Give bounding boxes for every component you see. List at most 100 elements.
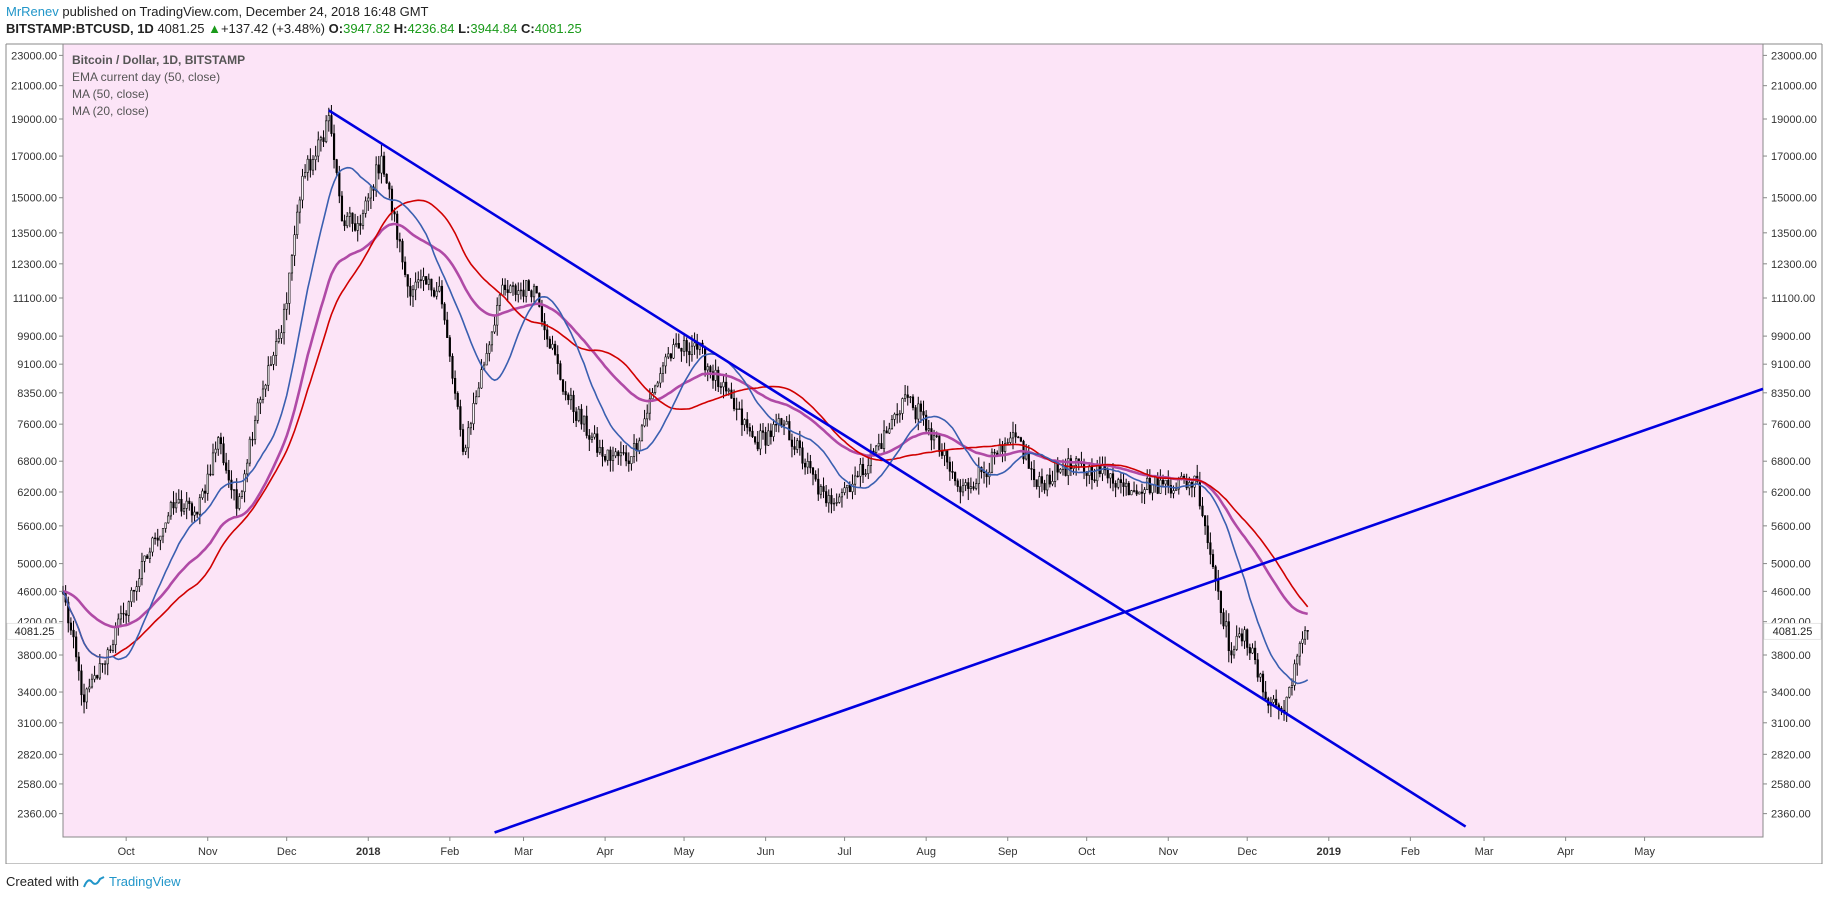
candle-body [530, 290, 533, 298]
x-tick-label: May [674, 846, 695, 858]
candle-body [275, 341, 278, 356]
candle-body [643, 418, 646, 427]
candle [517, 282, 520, 303]
candle-body [1143, 489, 1146, 494]
candle-body [430, 278, 433, 291]
candle-body [572, 394, 575, 413]
candle-body [627, 460, 630, 464]
candle-body [1288, 687, 1291, 698]
candle-body [609, 449, 612, 461]
candle-body [375, 164, 378, 191]
y-tick-label-right: 2360.00 [1771, 809, 1811, 821]
created-with-text: Created with [6, 874, 79, 889]
candle-body [825, 491, 828, 504]
candle-body [348, 212, 351, 217]
candle-body [943, 450, 946, 456]
candle-body [846, 484, 849, 489]
y-tick-label-left: 2580.00 [17, 779, 57, 791]
x-tick-label: Feb [440, 846, 459, 858]
candle [535, 285, 538, 294]
candle [832, 498, 836, 511]
candle [169, 500, 172, 520]
candle [1009, 431, 1012, 446]
close-value: 4081.25 [534, 21, 582, 36]
candle [85, 687, 88, 709]
candle [1014, 424, 1017, 444]
candle-body [248, 438, 251, 464]
candle-body [922, 411, 925, 416]
candle [1040, 468, 1044, 493]
candle [167, 512, 170, 524]
candle [301, 168, 304, 209]
candle [314, 145, 317, 171]
x-tick-label: Sep [998, 846, 1018, 858]
candle-body [356, 223, 359, 231]
candle-body [709, 366, 712, 373]
candle-body [172, 502, 175, 509]
candle [259, 396, 262, 415]
candle [561, 379, 565, 395]
candle-body [1119, 479, 1122, 483]
candle [248, 436, 251, 467]
candle-body [235, 489, 238, 509]
candle-body [1214, 566, 1217, 581]
plot-area[interactable] [62, 43, 1764, 838]
tradingview-logo-icon[interactable] [83, 875, 105, 889]
candle-body [343, 220, 346, 227]
candle [604, 453, 607, 463]
candle [359, 214, 362, 235]
candle [348, 206, 351, 228]
candle [364, 196, 367, 218]
candle-body [954, 472, 957, 482]
author-link[interactable]: MrRenev [6, 4, 59, 19]
candle [138, 569, 141, 593]
moving-averages-layer [62, 166, 1309, 685]
candle [156, 528, 159, 547]
candle-body [743, 419, 746, 426]
candle [343, 214, 346, 231]
candle [1143, 487, 1146, 504]
trendlines-layer [328, 109, 1764, 834]
candle [1293, 659, 1296, 691]
candle [630, 456, 633, 471]
candle-body [727, 389, 730, 392]
candle-body [351, 212, 354, 224]
candle-body [754, 436, 757, 443]
candle-body [906, 394, 909, 398]
candle-body [564, 391, 567, 396]
candle-body [519, 289, 522, 292]
candle [1225, 610, 1228, 638]
candle-body [806, 461, 809, 468]
candle [877, 433, 880, 451]
candle [159, 535, 162, 551]
candle [1272, 695, 1275, 704]
candle-body [296, 211, 299, 236]
candle-body [685, 340, 688, 352]
candle [611, 446, 615, 472]
candle [667, 347, 670, 360]
trendline-2[interactable] [494, 387, 1764, 834]
candle [740, 399, 744, 436]
candle [680, 347, 683, 362]
candle [1048, 468, 1051, 488]
legend-title: Bitcoin / Dollar, 1D, BITSTAMP [72, 53, 245, 67]
candle [530, 289, 533, 303]
price-chart[interactable]: 2360.00 2360.00 2580.00 2580.00 2820.00 2820.… [0, 0, 1828, 864]
candle-body [811, 467, 815, 475]
candle-body [785, 421, 788, 425]
candle [443, 302, 446, 325]
candle [598, 439, 601, 455]
tradingview-brand-link[interactable]: TradingView [108, 874, 181, 889]
legend-ma50: MA (50, close) [72, 87, 149, 101]
candle-body [475, 396, 478, 404]
candle [477, 382, 480, 398]
candle [1246, 628, 1249, 656]
candle-body [1275, 698, 1278, 706]
candle-body [1106, 469, 1109, 479]
candle-body [148, 551, 151, 559]
candle-body [704, 346, 707, 371]
trendline-1[interactable] [328, 109, 1467, 828]
candle-body [511, 285, 515, 287]
candle [1248, 643, 1251, 660]
candle-body [548, 338, 551, 349]
